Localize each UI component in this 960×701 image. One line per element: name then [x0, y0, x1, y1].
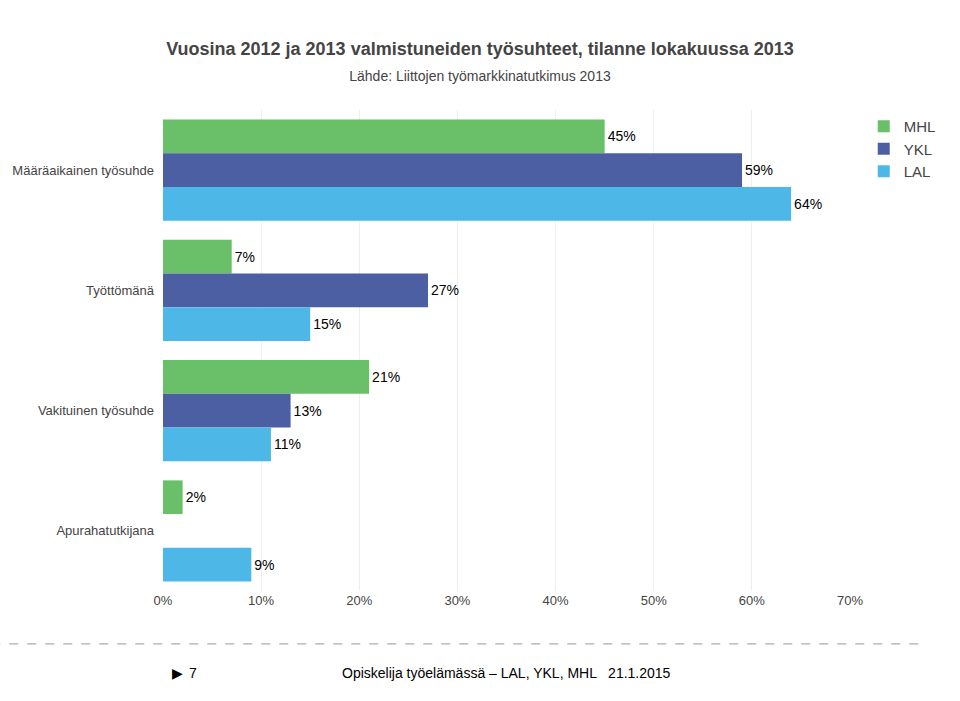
svg-text:70%: 70%	[837, 593, 863, 608]
svg-text:10%: 10%	[248, 593, 274, 608]
svg-text:11%: 11%	[274, 436, 301, 452]
svg-text:27%: 27%	[431, 282, 459, 298]
svg-text:50%: 50%	[641, 593, 667, 608]
svg-text:Apurahatutkijana: Apurahatutkijana	[56, 523, 154, 538]
svg-text:Määräaikainen työsuhde: Määräaikainen työsuhde	[12, 163, 154, 178]
svg-text:Lähde: Liittojen työmarkkinatu: Lähde: Liittojen työmarkkinatutkimus 201…	[349, 68, 611, 84]
svg-text:13%: 13%	[294, 403, 322, 419]
svg-text:60%: 60%	[739, 593, 765, 608]
svg-text:MHL: MHL	[904, 118, 936, 135]
svg-text:15%: 15%	[313, 316, 341, 332]
svg-text:7%: 7%	[235, 249, 255, 265]
svg-text:YKL: YKL	[904, 141, 932, 158]
svg-text:40%: 40%	[543, 593, 569, 608]
svg-text:20%: 20%	[346, 593, 372, 608]
svg-text:45%: 45%	[608, 128, 636, 144]
svg-text:Vuosina 2012 ja 2013 valmistun: Vuosina 2012 ja 2013 valmistuneiden työs…	[166, 39, 794, 59]
svg-text:Vakituinen työsuhde: Vakituinen työsuhde	[38, 403, 154, 418]
svg-text:64%: 64%	[794, 196, 822, 212]
svg-text:21%: 21%	[372, 369, 400, 385]
svg-text:LAL: LAL	[904, 163, 931, 180]
svg-text:Opiskelija työelämässä – LAL,: Opiskelija työelämässä – LAL, YKL, MHL 2…	[342, 665, 671, 681]
svg-text:0%: 0%	[154, 593, 173, 608]
svg-text:9%: 9%	[254, 557, 274, 573]
svg-text:▶: ▶	[172, 665, 183, 681]
svg-text:Työttömänä: Työttömänä	[86, 283, 155, 298]
svg-text:2%: 2%	[186, 489, 206, 505]
svg-text:59%: 59%	[745, 162, 773, 178]
svg-text:7: 7	[189, 665, 197, 681]
svg-text:30%: 30%	[444, 593, 470, 608]
